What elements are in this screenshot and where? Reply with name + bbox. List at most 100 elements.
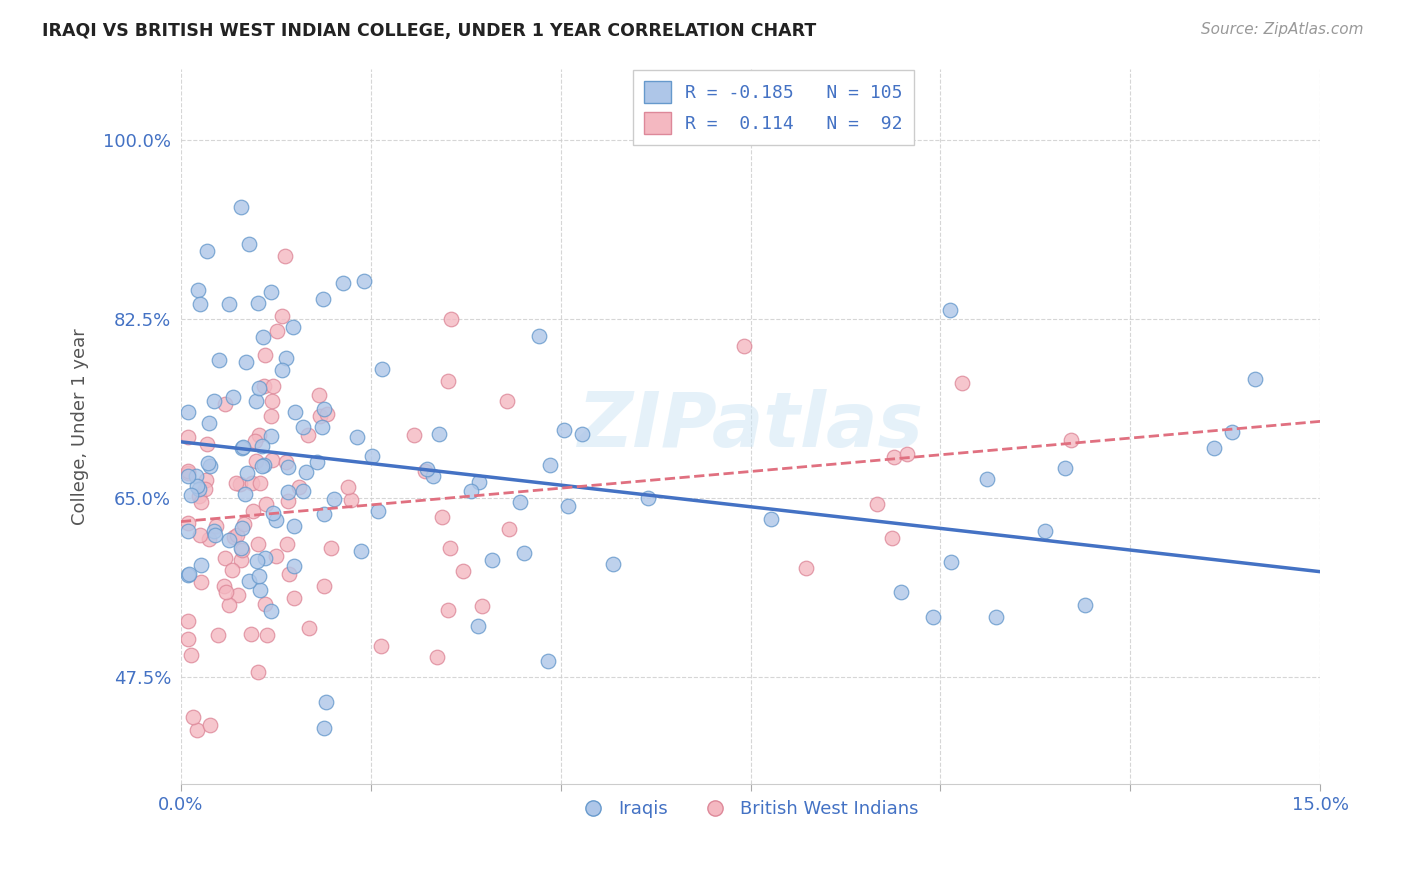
Point — [337, 480, 360, 494]
Point — [190, 575, 212, 590]
Point — [254, 497, 277, 511]
Point — [353, 274, 375, 288]
Point — [177, 466, 200, 480]
Point — [238, 574, 260, 588]
Point — [315, 408, 337, 422]
Point — [215, 584, 238, 599]
Point — [235, 355, 257, 369]
Point — [208, 353, 231, 368]
Point — [360, 449, 382, 463]
Point — [312, 292, 335, 306]
Point — [198, 416, 221, 430]
Point — [177, 568, 200, 582]
Point — [332, 276, 354, 290]
Point — [262, 394, 284, 409]
Point — [231, 553, 253, 567]
Point — [402, 428, 425, 442]
Point — [291, 420, 314, 434]
Point — [177, 632, 200, 646]
Point — [253, 550, 276, 565]
Point — [243, 434, 266, 449]
Point — [319, 541, 342, 555]
Point — [249, 583, 271, 598]
Point — [179, 566, 201, 581]
Point — [277, 460, 299, 475]
Point — [1054, 461, 1077, 475]
Point — [350, 544, 373, 558]
Point — [264, 513, 287, 527]
Point — [276, 351, 298, 365]
Point — [186, 479, 208, 493]
Point — [231, 543, 253, 558]
Point — [254, 598, 277, 612]
Point — [271, 310, 294, 324]
Point — [312, 721, 335, 735]
Point — [367, 504, 389, 518]
Point — [276, 537, 298, 551]
Point — [287, 480, 309, 494]
Point — [294, 465, 316, 479]
Point — [238, 237, 260, 252]
Text: ZIPatlas: ZIPatlas — [578, 390, 924, 464]
Point — [190, 558, 212, 572]
Point — [922, 609, 945, 624]
Point — [195, 437, 218, 451]
Point — [291, 483, 314, 498]
Point — [733, 339, 755, 353]
Point — [247, 381, 270, 395]
Point — [427, 426, 450, 441]
Point — [202, 393, 225, 408]
Point — [226, 528, 249, 542]
Point — [309, 409, 332, 424]
Point — [253, 379, 276, 393]
Point — [180, 648, 202, 662]
Point — [249, 475, 271, 490]
Point — [277, 493, 299, 508]
Point — [222, 390, 245, 404]
Point — [197, 456, 219, 470]
Point — [259, 604, 281, 618]
Point — [271, 362, 294, 376]
Point — [453, 564, 475, 578]
Point — [571, 427, 593, 442]
Point — [204, 527, 226, 541]
Point — [186, 723, 208, 738]
Point — [202, 524, 225, 538]
Legend: Iraqis, British West Indians: Iraqis, British West Indians — [575, 793, 927, 825]
Point — [416, 462, 439, 476]
Point — [277, 485, 299, 500]
Point — [430, 509, 453, 524]
Point — [233, 516, 256, 531]
Point — [197, 532, 219, 546]
Point — [240, 475, 263, 490]
Point — [761, 511, 783, 525]
Point — [986, 610, 1008, 624]
Point — [513, 546, 536, 560]
Point — [218, 599, 240, 613]
Point — [247, 428, 270, 442]
Point — [1060, 433, 1083, 447]
Point — [262, 507, 284, 521]
Point — [896, 447, 918, 461]
Point — [866, 497, 889, 511]
Point — [1243, 372, 1265, 386]
Point — [214, 397, 236, 411]
Point — [188, 527, 211, 541]
Point — [307, 454, 329, 468]
Point — [1074, 598, 1097, 612]
Point — [207, 628, 229, 642]
Text: Source: ZipAtlas.com: Source: ZipAtlas.com — [1201, 22, 1364, 37]
Point — [266, 324, 288, 338]
Point — [214, 579, 236, 593]
Point — [938, 303, 960, 318]
Point — [250, 439, 273, 453]
Point — [439, 541, 461, 556]
Point — [481, 553, 503, 567]
Point — [218, 533, 240, 548]
Point — [260, 409, 283, 424]
Point — [440, 312, 463, 326]
Point — [194, 482, 217, 496]
Point — [240, 626, 263, 640]
Point — [553, 423, 575, 437]
Y-axis label: College, Under 1 year: College, Under 1 year — [72, 328, 89, 524]
